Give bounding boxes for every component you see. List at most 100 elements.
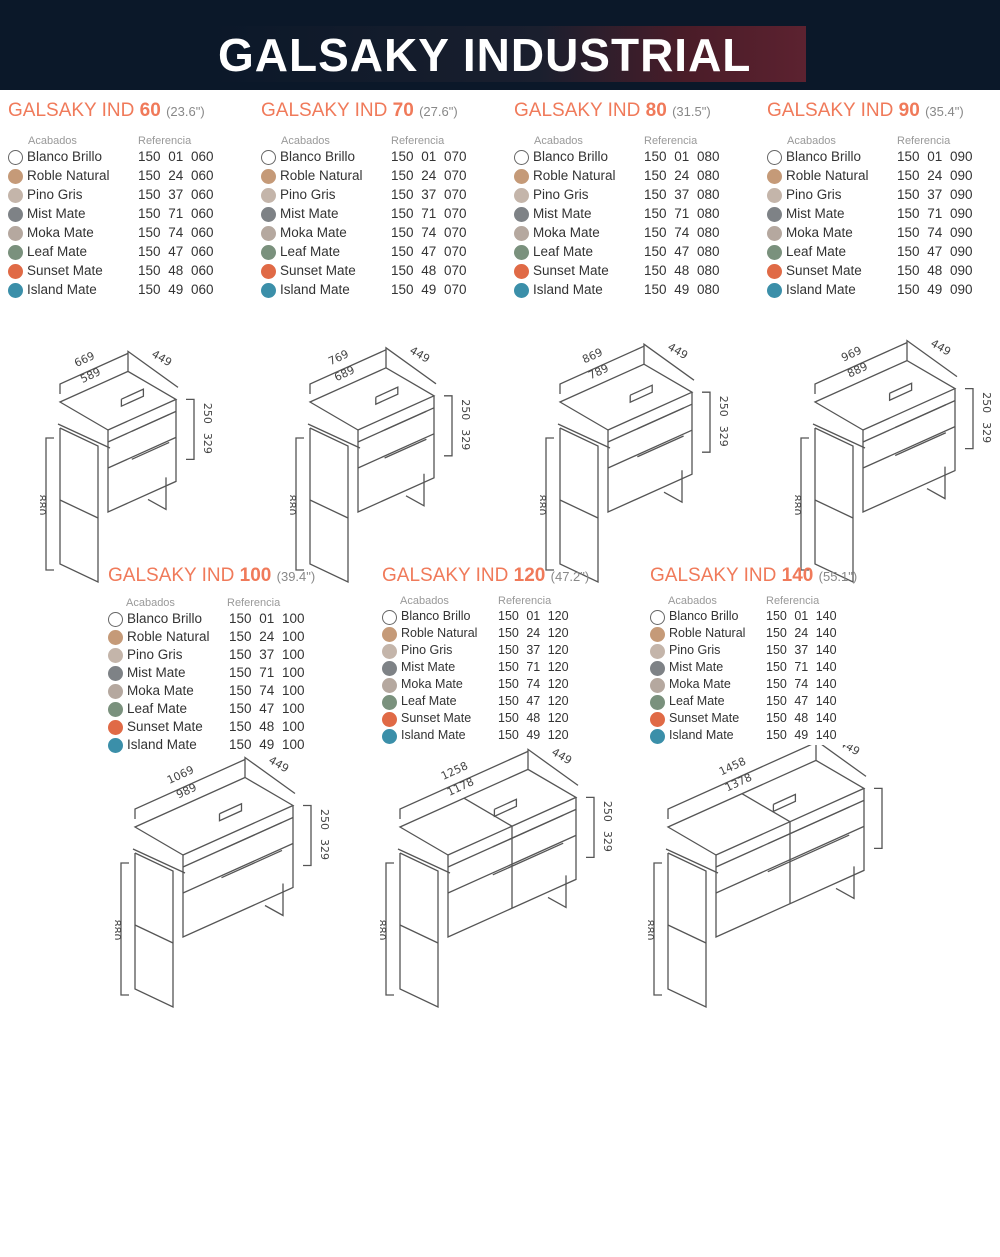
- cabinet-leg: [405, 473, 425, 507]
- title-size: 120: [513, 565, 546, 586]
- reference-code: 150 47 060: [138, 244, 214, 259]
- finish-name: Mist Mate: [533, 206, 592, 221]
- dim-front-height: 329: [601, 831, 614, 852]
- finish-row: Island Mate 150 49 070: [261, 282, 511, 299]
- dim-top-height: 250: [601, 801, 614, 822]
- reference-code: 150 49 120: [498, 728, 569, 742]
- washbasin: [120, 388, 145, 408]
- color-swatch: [767, 283, 782, 298]
- cabinet-leg: [264, 883, 284, 917]
- color-swatch: [382, 678, 397, 693]
- reference-code: 150 37 060: [138, 187, 214, 202]
- finish-row: Leaf Mate 150 47 080: [514, 244, 764, 261]
- reference-code: 150 24 100: [229, 629, 305, 644]
- dim-top-height: 250: [318, 809, 331, 830]
- product-title: GALSAKY IND 90 (35.4"): [767, 100, 1000, 122]
- dim-total-height: 880: [115, 920, 123, 941]
- reference-code: 150 24 140: [766, 626, 837, 640]
- dim-line-height-right: [965, 387, 974, 450]
- finish-row: Moka Mate 150 74 070: [261, 225, 511, 242]
- finish-row: Pino Gris 150 37 140: [650, 643, 900, 660]
- finish-row: Mist Mate 150 71 080: [514, 206, 764, 223]
- finish-row: Moka Mate 150 74 120: [382, 677, 632, 694]
- dim-line-outer: [309, 349, 387, 394]
- finish-name: Mist Mate: [669, 660, 724, 674]
- finish-name: Sunset Mate: [786, 263, 862, 278]
- color-swatch: [261, 169, 276, 184]
- cabinet-top: [813, 359, 957, 431]
- finish-row: Roble Natural 150 24 140: [650, 626, 900, 643]
- color-swatch: [108, 684, 123, 699]
- dim-line-total-height: [45, 437, 54, 571]
- color-swatch: [514, 169, 529, 184]
- dim-inner-width: 989: [174, 781, 199, 802]
- finish-name: Island Mate: [401, 728, 466, 742]
- color-swatch: [382, 644, 397, 659]
- finish-row: Pino Gris 150 37 080: [514, 187, 764, 204]
- reference-code: 150 24 070: [391, 168, 467, 183]
- title-inches: (31.5"): [672, 104, 711, 119]
- finish-row: Moka Mate 150 74 140: [650, 677, 900, 694]
- cabinet-front: [862, 388, 956, 514]
- dim-line-height-right: [303, 804, 312, 867]
- title-backdrop: [212, 26, 806, 82]
- finish-row: Moka Mate 150 74 060: [8, 225, 258, 242]
- dim-line-outer: [667, 745, 812, 819]
- drawer-handle: [894, 404, 947, 429]
- towel-rail: [307, 423, 361, 449]
- cabinet-leg: [926, 466, 946, 500]
- col-header-finish: Acabados: [534, 135, 583, 147]
- color-swatch: [514, 150, 529, 165]
- finish-name: Mist Mate: [127, 665, 186, 680]
- reference-code: 150 49 070: [391, 282, 467, 297]
- title-inches: (23.6"): [166, 104, 205, 119]
- color-swatch: [382, 729, 397, 744]
- dim-line-depth: [527, 748, 579, 786]
- product-60: GALSAKY IND 60 (23.6") Acabados Referencia…: [8, 100, 258, 300]
- finish-name: Blanco Brillo: [27, 149, 103, 164]
- dim-line-height-right: [586, 796, 595, 859]
- cabinet-top: [558, 363, 694, 431]
- col-header-reference: Referencia: [897, 135, 951, 147]
- finish-name: Mist Mate: [786, 206, 845, 221]
- finish-name: Mist Mate: [401, 660, 456, 674]
- drawer-handle: [221, 821, 283, 851]
- title-prefix: GALSAKY IND: [650, 565, 782, 586]
- dim-depth: 449: [549, 745, 574, 767]
- finish-name: Moka Mate: [127, 683, 194, 698]
- finish-row: Sunset Mate 150 48 100: [108, 719, 358, 736]
- reference-code: 150 49 060: [138, 282, 214, 297]
- finish-row: Leaf Mate 150 47 100: [108, 701, 358, 718]
- product-90: GALSAKY IND 90 (35.4") Acabados Referencia…: [767, 100, 1000, 300]
- color-swatch: [382, 627, 397, 642]
- finish-name: Leaf Mate: [127, 701, 188, 716]
- col-header-finish: Acabados: [668, 595, 717, 607]
- dim-line-total-height: [545, 437, 554, 571]
- dim-total-height: 880: [380, 920, 388, 941]
- col-header-reference: Referencia: [498, 595, 552, 607]
- finish-name: Roble Natural: [786, 168, 869, 183]
- dim-line-total-height: [800, 437, 809, 571]
- dim-line-depth: [815, 745, 867, 777]
- finish-name: Leaf Mate: [669, 694, 725, 708]
- washbasin: [772, 793, 797, 813]
- dim-front-height: 329: [459, 429, 472, 450]
- color-swatch: [108, 612, 123, 627]
- color-swatch: [261, 150, 276, 165]
- finish-row: Pino Gris 150 37 120: [382, 643, 632, 660]
- towel-frame: [667, 852, 707, 1009]
- towel-rail: [57, 423, 111, 449]
- product-title: GALSAKY IND 60 (23.6"): [8, 100, 258, 122]
- finish-name: Moka Mate: [669, 677, 731, 691]
- col-header-reference: Referencia: [138, 135, 192, 147]
- reference-code: 150 71 140: [766, 660, 837, 674]
- finish-name: Moka Mate: [786, 225, 853, 240]
- finish-name: Leaf Mate: [401, 694, 457, 708]
- towel-frame-bar: [399, 924, 439, 944]
- finish-name: Pino Gris: [127, 647, 183, 662]
- finish-name: Blanco Brillo: [280, 149, 356, 164]
- reference-code: 150 01 090: [897, 149, 973, 164]
- reference-code: 150 49 100: [229, 737, 305, 752]
- product-100: GALSAKY IND 100 (39.4") Acabados Referenci…: [108, 565, 358, 765]
